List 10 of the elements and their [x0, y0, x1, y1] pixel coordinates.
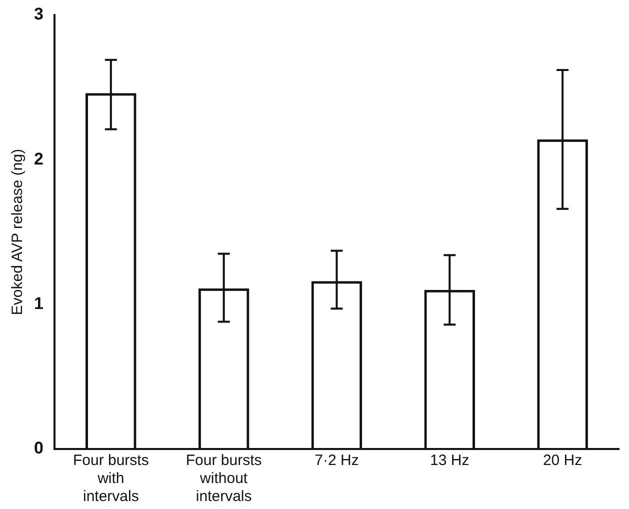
y-tick-label: 3 [34, 4, 44, 24]
y-tick-label: 2 [34, 149, 44, 168]
x-tick-label: 20 Hz [542, 452, 582, 470]
x-tick-label: Four bursts without intervals [186, 452, 262, 506]
y-tick-label: 0 [34, 438, 44, 458]
y-axis-title: Evoked AVP release (ng) [9, 148, 26, 316]
x-tick-label: 7·2 Hz [314, 452, 359, 470]
x-tick-label: 13 Hz [430, 452, 470, 470]
y-tick-label: 1 [34, 294, 44, 314]
x-tick-label: Four bursts with intervals [72, 452, 149, 506]
